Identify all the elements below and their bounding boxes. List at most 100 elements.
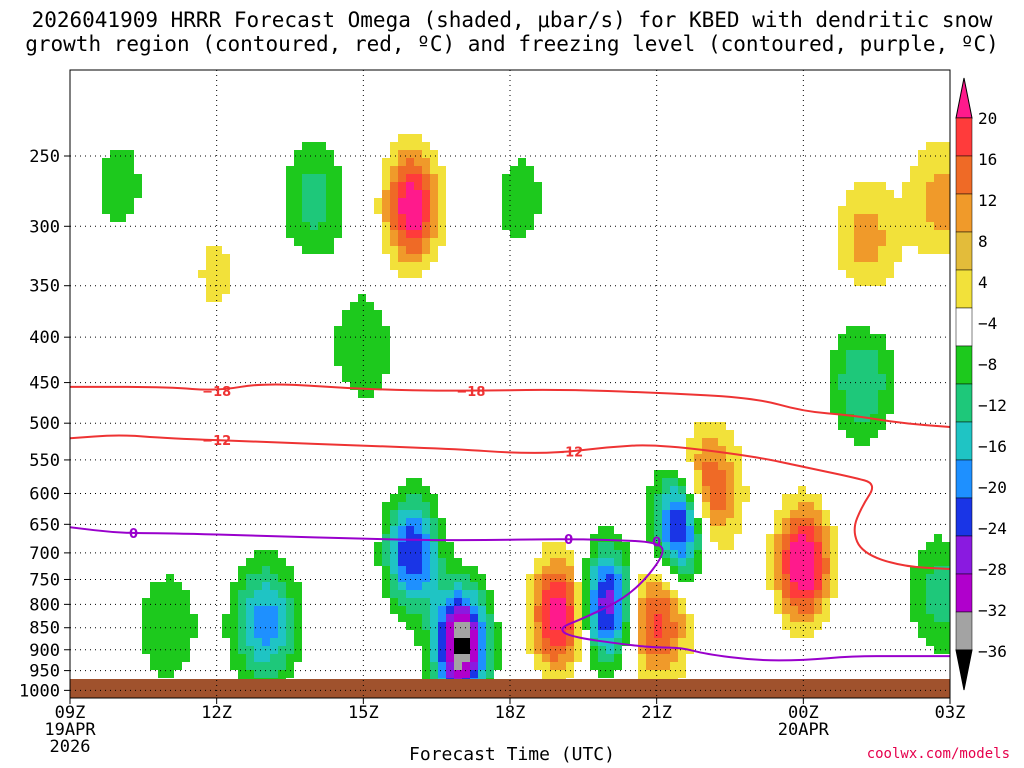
omega-cell: [166, 614, 174, 622]
omega-cell: [726, 486, 734, 494]
omega-cell: [414, 486, 422, 494]
omega-cell: [438, 230, 446, 238]
omega-cell: [390, 262, 398, 270]
omega-cell: [846, 254, 854, 262]
omega-cell: [422, 526, 430, 534]
omega-cell: [262, 670, 270, 678]
omega-cell: [910, 182, 918, 190]
omega-cell: [870, 374, 878, 382]
omega-cell: [550, 646, 558, 654]
omega-cell: [886, 366, 894, 374]
omega-cell: [278, 662, 286, 670]
omega-cell: [638, 662, 646, 670]
omega-cell: [870, 222, 878, 230]
omega-cell: [790, 582, 798, 590]
omega-cell: [798, 566, 806, 574]
omega-cell: [662, 542, 670, 550]
omega-cell: [814, 622, 822, 630]
omega-cell: [614, 590, 622, 598]
omega-cell: [622, 590, 630, 598]
omega-cell: [254, 614, 262, 622]
omega-cell: [910, 174, 918, 182]
omega-cell: [422, 558, 430, 566]
omega-cell: [846, 406, 854, 414]
omega-cell: [550, 614, 558, 622]
omega-cell: [670, 670, 678, 678]
omega-cell: [646, 574, 654, 582]
omega-cell: [566, 574, 574, 582]
omega-cell: [894, 254, 902, 262]
omega-cell: [438, 582, 446, 590]
omega-cell: [414, 550, 422, 558]
omega-cell: [294, 606, 302, 614]
omega-cell: [790, 598, 798, 606]
omega-cell: [790, 614, 798, 622]
omega-cell: [798, 510, 806, 518]
omega-cell: [654, 590, 662, 598]
omega-cell: [390, 166, 398, 174]
omega-cell: [942, 598, 950, 606]
omega-cell: [774, 566, 782, 574]
omega-cell: [390, 190, 398, 198]
omega-cell: [934, 614, 942, 622]
omega-cell: [398, 166, 406, 174]
omega-cell: [286, 654, 294, 662]
omega-cell: [814, 502, 822, 510]
omega-cell: [366, 334, 374, 342]
y-tick-label: 450: [29, 374, 60, 394]
omega-cell: [406, 198, 414, 206]
omega-cell: [422, 206, 430, 214]
omega-cell: [422, 590, 430, 598]
omega-cell: [830, 382, 838, 390]
omega-cell: [182, 598, 190, 606]
omega-cell: [678, 550, 686, 558]
omega-cell: [878, 342, 886, 350]
omega-cell: [270, 654, 278, 662]
omega-cell: [542, 574, 550, 582]
omega-cell: [414, 582, 422, 590]
omega-cell: [238, 630, 246, 638]
omega-cell: [526, 166, 534, 174]
omega-cell: [246, 606, 254, 614]
omega-cell: [598, 598, 606, 606]
omega-cell: [422, 574, 430, 582]
omega-cell: [814, 510, 822, 518]
omega-cell: [942, 222, 950, 230]
omega-cell: [822, 518, 830, 526]
omega-cell: [862, 238, 870, 246]
omega-cell: [846, 414, 854, 422]
omega-cell: [278, 590, 286, 598]
omega-cell: [550, 574, 558, 582]
omega-cell: [590, 614, 598, 622]
omega-cell: [414, 534, 422, 542]
omega-cell: [638, 622, 646, 630]
omega-cell: [806, 630, 814, 638]
omega-cell: [910, 614, 918, 622]
omega-cell: [806, 622, 814, 630]
omega-cell: [662, 598, 670, 606]
omega-cell: [878, 422, 886, 430]
omega-cell: [406, 246, 414, 254]
omega-cell: [614, 662, 622, 670]
omega-cell: [814, 494, 822, 502]
omega-cell: [718, 486, 726, 494]
omega-cell: [286, 606, 294, 614]
omega-cell: [566, 558, 574, 566]
omega-cell: [422, 238, 430, 246]
omega-cell: [382, 182, 390, 190]
omega-cell: [454, 614, 462, 622]
omega-cell: [622, 638, 630, 646]
omega-cell: [310, 158, 318, 166]
omega-cell: [214, 270, 222, 278]
omega-cell: [558, 598, 566, 606]
omega-cell: [534, 574, 542, 582]
omega-cell: [526, 174, 534, 182]
omega-cell: [878, 254, 886, 262]
website-credit[interactable]: coolwx.com/models: [866, 746, 1010, 762]
omega-cell: [486, 614, 494, 622]
omega-cell: [854, 438, 862, 446]
omega-cell: [310, 166, 318, 174]
omega-cell: [934, 542, 942, 550]
omega-cell: [910, 166, 918, 174]
omega-cell: [286, 590, 294, 598]
